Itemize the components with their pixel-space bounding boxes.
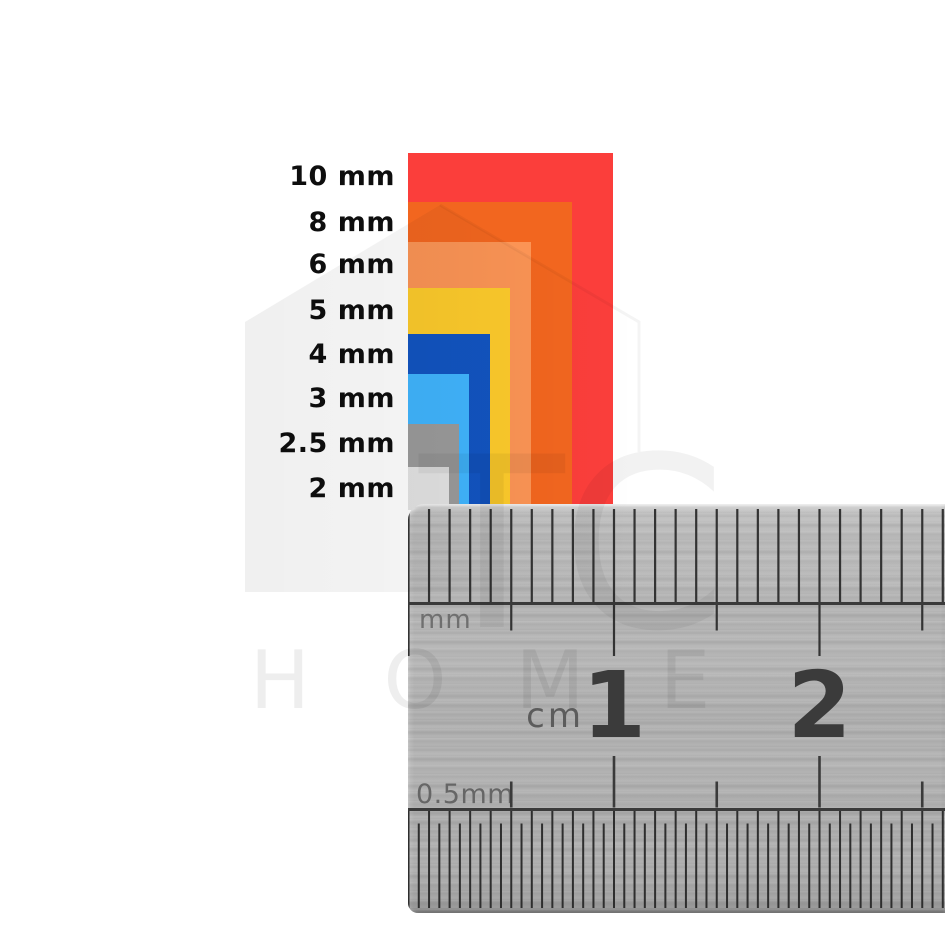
size-label-2-5mm: 2.5 mm bbox=[278, 428, 395, 459]
ruler-cm-number-1: 1 bbox=[582, 652, 646, 759]
size-label-10mm: 10 mm bbox=[289, 161, 395, 192]
ruler-cm-number-2: 2 bbox=[787, 652, 851, 759]
ruler-halfmm-label: 0.5mm bbox=[416, 779, 514, 810]
size-label-6mm: 6 mm bbox=[308, 249, 395, 280]
size-label-3mm: 3 mm bbox=[308, 383, 395, 414]
size-label-4mm: 4 mm bbox=[308, 339, 395, 370]
ruler-mm-label: mm bbox=[419, 605, 472, 635]
size-label-8mm: 8 mm bbox=[308, 207, 395, 238]
ruler-ticks bbox=[408, 509, 945, 908]
watermark-letter-H: H bbox=[250, 634, 310, 727]
ruler-cm-label: cm bbox=[526, 696, 584, 736]
size-label-5mm: 5 mm bbox=[308, 295, 395, 326]
size-label-2mm: 2 mm bbox=[308, 473, 395, 504]
